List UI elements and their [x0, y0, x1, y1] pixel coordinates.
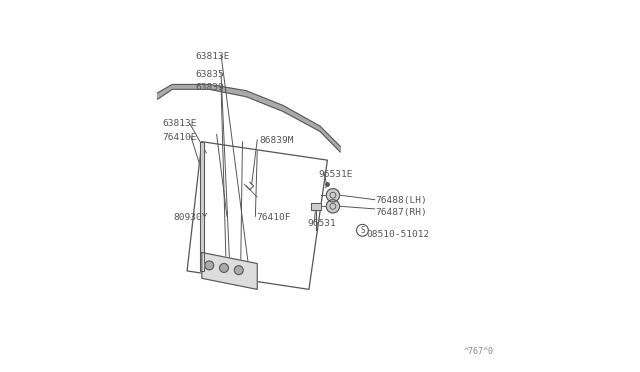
Text: 96531: 96531: [307, 219, 336, 228]
Polygon shape: [200, 142, 204, 271]
Text: 63813E: 63813E: [162, 119, 196, 128]
Text: S: S: [360, 226, 365, 235]
Text: 80930Y: 80930Y: [173, 213, 207, 222]
Circle shape: [220, 263, 228, 272]
Text: 76488(LH): 76488(LH): [376, 196, 427, 205]
Bar: [311, 203, 321, 210]
Circle shape: [234, 266, 243, 275]
Text: 63835: 63835: [196, 70, 225, 78]
Text: 63813E: 63813E: [196, 52, 230, 61]
Text: 76410F: 76410F: [257, 213, 291, 222]
Polygon shape: [202, 253, 257, 289]
Text: 63839: 63839: [196, 83, 225, 92]
Bar: [311, 203, 321, 210]
Circle shape: [326, 200, 340, 213]
Text: 76487(RH): 76487(RH): [376, 208, 427, 217]
Circle shape: [326, 189, 340, 202]
Text: 86839M: 86839M: [259, 137, 294, 145]
Polygon shape: [157, 84, 340, 152]
Text: 96531E: 96531E: [318, 170, 353, 179]
Circle shape: [205, 261, 214, 270]
Text: 08510-51012: 08510-51012: [366, 230, 429, 239]
Text: 76410E: 76410E: [162, 133, 196, 142]
Text: ^767^0: ^767^0: [463, 347, 493, 356]
Circle shape: [356, 224, 369, 236]
